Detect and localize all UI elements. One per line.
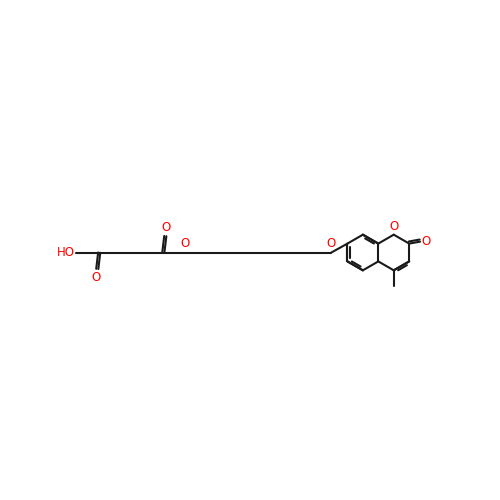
Text: O: O (92, 271, 101, 284)
Text: O: O (389, 220, 398, 233)
Text: O: O (421, 235, 430, 248)
Text: O: O (180, 237, 189, 250)
Text: O: O (327, 237, 336, 250)
Text: O: O (162, 221, 171, 234)
Text: HO: HO (58, 246, 76, 259)
